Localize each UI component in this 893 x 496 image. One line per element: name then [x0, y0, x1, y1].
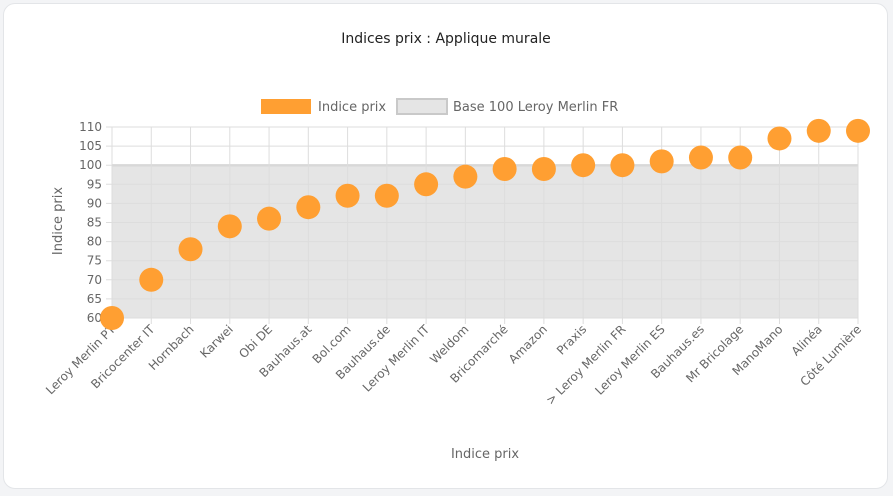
x-tick-label: Leroy Merlin IT: [360, 322, 433, 395]
y-tick-label: 100: [79, 158, 102, 172]
y-axis-label: Indice prix: [51, 187, 66, 255]
data-point[interactable]: [374, 183, 399, 208]
x-tick-label: Obi DE: [236, 322, 275, 361]
y-axis-ticks: 60 65 70 75 80 85 90 95 100 105 110: [79, 120, 102, 325]
y-tick-label: 70: [87, 273, 102, 287]
data-point[interactable]: [217, 214, 242, 239]
data-point[interactable]: [335, 183, 360, 208]
chart-title: Indices prix : Applique murale: [341, 31, 551, 47]
x-tick-label: Leroy Merlin ES: [592, 322, 667, 397]
legend-swatch-indice-prix: [261, 99, 311, 114]
legend-item-base-100[interactable]: Base 100 Leroy Merlin FR: [396, 98, 618, 115]
x-tick-label: Leroy Merlin PT: [43, 322, 119, 398]
data-point[interactable]: [846, 118, 870, 143]
data-point[interactable]: [296, 195, 321, 220]
data-point[interactable]: [571, 153, 596, 178]
legend-swatch-base-100: [396, 98, 448, 115]
data-point[interactable]: [139, 267, 164, 292]
data-point[interactable]: [610, 153, 635, 178]
data-point[interactable]: [257, 206, 282, 231]
y-tick-label: 95: [87, 177, 102, 191]
data-point[interactable]: [688, 145, 713, 170]
x-tick-label: Karwei: [197, 322, 236, 361]
data-point[interactable]: [453, 164, 478, 189]
data-point[interactable]: [100, 306, 124, 330]
data-point[interactable]: [649, 149, 674, 174]
data-point[interactable]: [767, 126, 792, 151]
x-tick-label: Amazon: [506, 322, 550, 366]
y-tick-label: 105: [79, 139, 102, 153]
data-point[interactable]: [728, 145, 753, 170]
data-points: [100, 118, 870, 330]
legend-item-indice-prix[interactable]: Indice prix: [261, 99, 386, 115]
x-axis-label: Indice prix: [451, 447, 519, 462]
data-point[interactable]: [806, 118, 831, 143]
y-tick-label: 90: [87, 196, 102, 210]
data-point[interactable]: [531, 157, 556, 182]
y-tick-label: 80: [87, 235, 102, 249]
legend: Indice prix Base 100 Leroy Merlin FR: [261, 98, 618, 115]
y-tick-label: 85: [87, 216, 102, 230]
y-tick-label: 60: [87, 311, 102, 325]
legend-label-indice-prix: Indice prix: [318, 100, 386, 115]
legend-label-base-100: Base 100 Leroy Merlin FR: [453, 100, 618, 115]
y-tick-label: 75: [87, 254, 102, 268]
data-point[interactable]: [492, 157, 517, 182]
y-tick-label: 65: [87, 292, 102, 306]
data-point[interactable]: [178, 237, 203, 262]
x-tick-label: Alinéa: [789, 322, 825, 358]
y-tick-label: 110: [79, 120, 102, 134]
data-point[interactable]: [414, 172, 439, 197]
x-tick-label: Praxis: [554, 322, 589, 357]
